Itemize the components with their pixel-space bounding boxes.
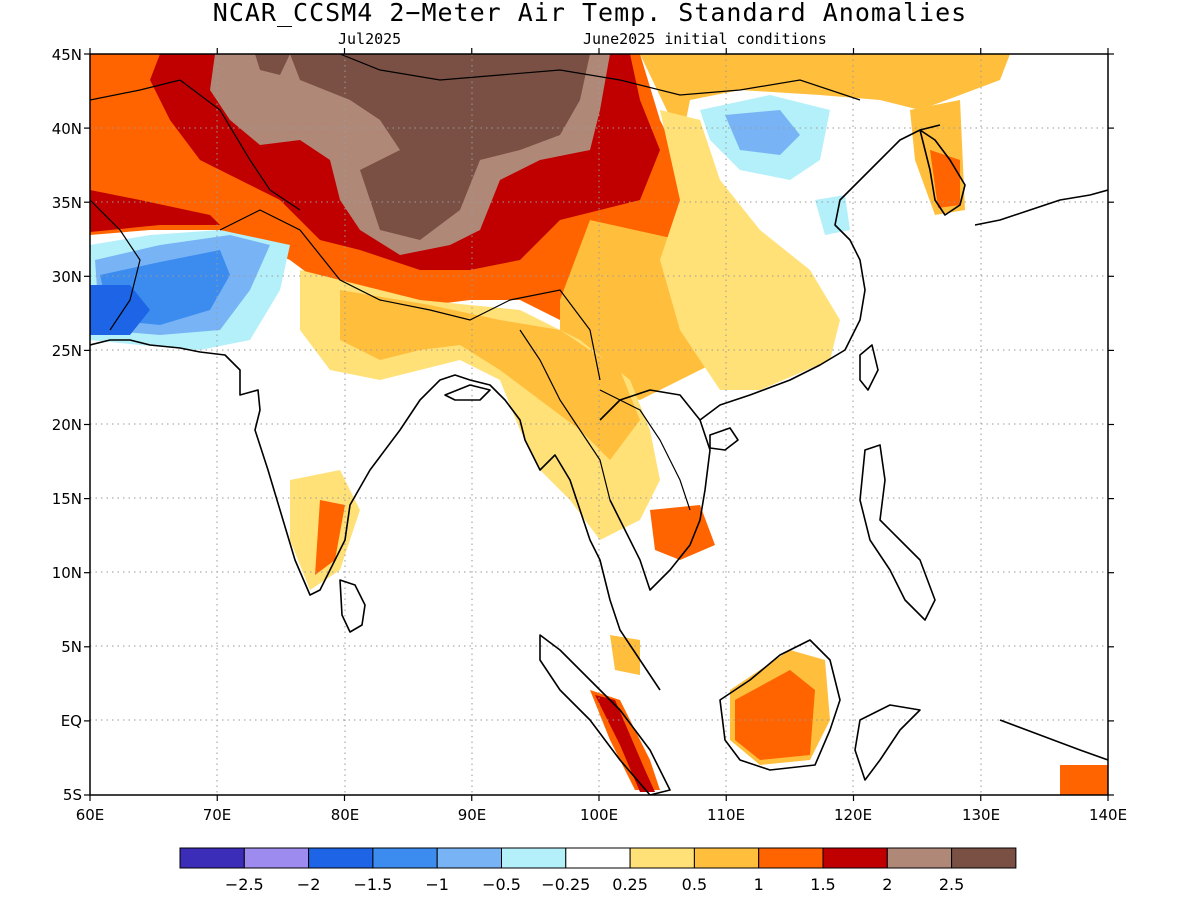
anomaly-region-1-to-1.5-borneo: [735, 670, 815, 760]
lon-label: 80E: [331, 806, 360, 824]
border-myanmar: [519, 329, 611, 501]
colorbar-swatch: [565, 847, 631, 869]
anomaly-region-1-to-1.5-cambodia: [650, 505, 715, 560]
country-borders: [90, 54, 861, 511]
lat-label: 40N: [52, 120, 82, 138]
anomaly-region-1-to-1.5-india: [315, 500, 345, 575]
coast-bay-of-bengal-delta: [444, 384, 491, 401]
colorbar-label: −2: [297, 875, 321, 894]
lat-label: 25N: [52, 342, 82, 360]
colorbar-swatch: [629, 847, 695, 869]
lat-label: 10N: [52, 564, 82, 582]
colorbar-swatch: [886, 847, 953, 869]
colorbar-swatch: [822, 847, 888, 869]
coast-sumatra: [539, 634, 671, 795]
colorbar-label: −0.25: [541, 875, 590, 894]
coast-china: [699, 124, 941, 421]
colorbar-swatch: [758, 847, 824, 869]
lat-label: 30N: [52, 268, 82, 286]
border-iran-pak: [90, 199, 141, 331]
colorbar-label: 2: [882, 875, 892, 894]
lon-label: 130E: [962, 806, 1000, 824]
lon-label: 60E: [76, 806, 105, 824]
anomaly-region-0.5-to-1-malaya: [610, 635, 640, 675]
map-area: [90, 54, 1108, 795]
coast-new-guinea: [999, 719, 1108, 761]
lat-label: 20N: [52, 416, 82, 434]
colorbar-label: −1.5: [353, 875, 392, 894]
lon-label: 100E: [580, 806, 618, 824]
lat-label: 5S: [63, 786, 82, 804]
coast-hainan: [709, 427, 739, 451]
lon-label: 110E: [707, 806, 745, 824]
colorbar-swatch: [501, 847, 567, 869]
coast-taiwan: [859, 344, 879, 391]
figure-title: NCAR_CCSM4 2−Meter Air Temp. Standard An…: [213, 0, 967, 27]
lon-label: 120E: [834, 806, 872, 824]
lon-label: 70E: [203, 806, 232, 824]
lat-label: 15N: [52, 490, 82, 508]
colorbar-swatch: [951, 847, 1017, 869]
colorbar-label: 1: [754, 875, 764, 894]
anomaly-region-minus-0.25-china-coast: [815, 195, 850, 235]
anomaly-region-1.5-to-2-b: [90, 190, 220, 232]
colorbar-swatch: [436, 847, 503, 869]
target-month-label: Jul2025: [338, 30, 401, 48]
coast-indochina: [599, 389, 711, 591]
colorbar: −2.5 −2 −1.5 −1 −0.5 −0.25 0.25 0.5 1 1.5 2 2.5: [179, 847, 1017, 894]
colorbar-label: 0.25: [612, 875, 648, 894]
anomaly-region-0.25-to-0.5-east: [660, 110, 840, 390]
coast-south-asia: [90, 339, 661, 691]
coast-philippines: [859, 444, 936, 621]
coast-japan: [974, 189, 1108, 226]
border-mongolia: [339, 54, 861, 101]
border-central-asia: [90, 79, 301, 211]
border-himalaya: [219, 209, 601, 381]
anomaly-region-minus-0.5-north: [725, 110, 800, 155]
colorbar-label: 1.5: [810, 875, 835, 894]
coast-korea: [919, 129, 966, 216]
colorbar-label: 2.5: [939, 875, 964, 894]
longitude-axis: 60E 70E 80E 90E 100E 110E 120E 130E 140E: [76, 806, 1127, 824]
colorbar-swatch: [179, 847, 245, 869]
initial-conditions-label: June2025 initial conditions: [583, 30, 827, 48]
coast-borneo: [719, 639, 841, 771]
colorbar-label: −0.5: [482, 875, 521, 894]
lon-label: 90E: [458, 806, 487, 824]
colorbar-swatch: [372, 847, 438, 869]
colorbar-label: 0.5: [682, 875, 707, 894]
lat-label: 35N: [52, 194, 82, 212]
lat-label: 45N: [52, 46, 82, 64]
lon-label: 140E: [1089, 806, 1127, 824]
border-laos-vietnam: [599, 389, 691, 511]
anomaly-shading: [90, 54, 1108, 795]
lat-label: 5N: [61, 638, 82, 656]
coastlines: [90, 124, 1108, 795]
lat-label: EQ: [61, 712, 82, 730]
latitude-axis: 45N 40N 35N 30N 25N 20N 15N 10N 5N EQ 5S: [52, 46, 82, 804]
anomaly-region-above-2.5: [290, 54, 590, 240]
gridlines: [90, 54, 1108, 795]
anomaly-region-1-to-1.5-sulawesi: [1060, 765, 1108, 795]
colorbar-label: −1: [425, 875, 449, 894]
anomaly-region-0.5-to-1-south: [340, 290, 640, 460]
colorbar-swatch: [693, 847, 760, 869]
coast-sulawesi: [854, 704, 921, 781]
anomaly-region-minus-1.5-to-minus-2: [90, 285, 150, 335]
anomaly-region-above-2.5-b: [255, 54, 290, 75]
colorbar-swatch: [308, 847, 374, 869]
colorbar-label: −2.5: [225, 875, 264, 894]
anomaly-region-1.5-to-2-sumatra: [595, 695, 655, 792]
coast-sri-lanka: [339, 579, 366, 633]
axis-ticks: [84, 48, 1114, 801]
colorbar-swatch: [243, 847, 310, 869]
